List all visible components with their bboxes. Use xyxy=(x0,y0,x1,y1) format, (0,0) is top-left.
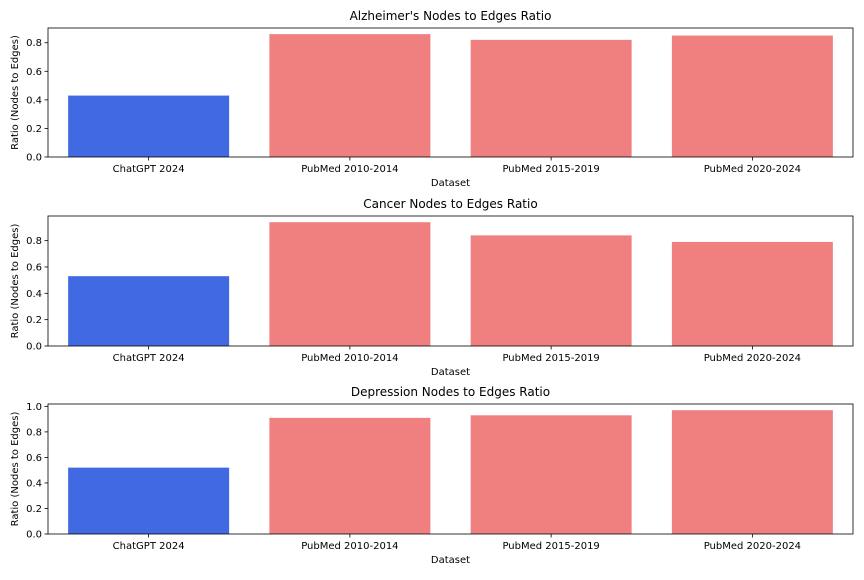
y-tick-label: 0.2 xyxy=(26,315,42,326)
y-tick-label: 0.4 xyxy=(26,289,42,300)
x-tick-label: PubMed 2010-2014 xyxy=(301,541,398,552)
y-tick-label: 1.0 xyxy=(26,402,42,413)
axes-frame xyxy=(47,403,854,535)
y-tick-label: 0.0 xyxy=(26,342,42,353)
chart-panel-2: 0.0 0.2 0.4 0.6 0.8 ChatGPT 2024 PubMed 2010-2… xyxy=(10,197,854,378)
x-tick-label: ChatGPT 2024 xyxy=(113,353,185,364)
x-tick-label: PubMed 2020-2024 xyxy=(704,541,801,552)
axes-frame xyxy=(47,215,854,347)
y-axis-label: Ratio (Nodes to Edges) xyxy=(10,224,21,339)
y-tick-label: 0.0 xyxy=(26,153,42,164)
bar-pubmed-2010-2014 xyxy=(269,222,431,346)
axes-frame xyxy=(47,27,854,158)
bar-pubmed-2020-2024 xyxy=(671,241,833,346)
y-tick-label: 0.4 xyxy=(26,478,42,489)
y-tick-label: 0.2 xyxy=(26,504,42,515)
y-axis-label: Ratio (Nodes to Edges) xyxy=(10,35,21,150)
x-tick-label: PubMed 2015-2019 xyxy=(502,164,599,175)
y-tick-label: 0.6 xyxy=(26,67,42,78)
bar-chatgpt-2024 xyxy=(68,467,230,534)
chart-title: Alzheimer's Nodes to Edges Ratio xyxy=(350,9,552,23)
x-tick-label: PubMed 2015-2019 xyxy=(502,541,599,552)
y-tick-label: 0.8 xyxy=(26,427,42,438)
chart-panel-1: 0.0 0.2 0.4 0.6 0.8 ChatGPT 2024 PubMed 2010-2… xyxy=(10,9,854,189)
y-tick-label: 0.2 xyxy=(26,124,42,135)
bar-pubmed-2015-2019 xyxy=(470,39,632,157)
bar-pubmed-2015-2019 xyxy=(470,415,632,534)
x-tick-label: PubMed 2020-2024 xyxy=(704,353,801,364)
y-tick-label: 0.4 xyxy=(26,95,42,106)
x-tick-label: PubMed 2015-2019 xyxy=(502,353,599,364)
x-tick-label: PubMed 2010-2014 xyxy=(301,164,398,175)
bar-pubmed-2020-2024 xyxy=(671,410,833,534)
bar-chatgpt-2024 xyxy=(68,276,230,346)
bar-pubmed-2010-2014 xyxy=(269,34,431,157)
x-tick-label: PubMed 2010-2014 xyxy=(301,353,398,364)
y-tick-label: 0.0 xyxy=(26,530,42,541)
bar-pubmed-2020-2024 xyxy=(671,35,833,157)
chart-title: Cancer Nodes to Edges Ratio xyxy=(363,197,537,211)
y-tick-label: 0.6 xyxy=(26,453,42,464)
x-axis-label: Dataset xyxy=(431,555,470,566)
x-tick-label: ChatGPT 2024 xyxy=(113,541,185,552)
chart-panel-3: 0.0 0.2 0.4 0.6 0.8 1.0 ChatGPT 2024 PubMed 201… xyxy=(10,385,854,566)
bar-pubmed-2010-2014 xyxy=(269,417,431,534)
y-tick-label: 0.8 xyxy=(26,38,42,49)
y-axis-label: Ratio (Nodes to Edges) xyxy=(10,412,21,527)
bar-pubmed-2015-2019 xyxy=(470,235,632,346)
chart-title: Depression Nodes to Edges Ratio xyxy=(351,385,550,399)
x-tick-label: ChatGPT 2024 xyxy=(113,164,185,175)
y-tick-label: 0.8 xyxy=(26,236,42,247)
y-tick-label: 0.6 xyxy=(26,262,42,273)
x-tick-label: PubMed 2020-2024 xyxy=(704,164,801,175)
x-axis-label: Dataset xyxy=(431,367,470,378)
bar-chatgpt-2024 xyxy=(68,95,230,157)
x-axis-label: Dataset xyxy=(431,178,470,189)
